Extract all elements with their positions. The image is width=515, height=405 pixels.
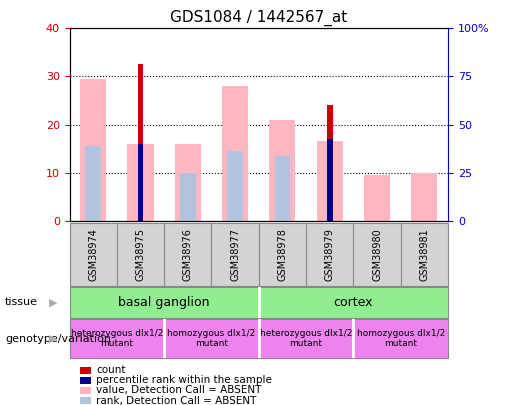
Bar — [259, 287, 448, 318]
Text: cortex: cortex — [334, 296, 373, 309]
Text: GSM38974: GSM38974 — [88, 228, 98, 281]
Text: count: count — [96, 365, 126, 375]
Bar — [259, 319, 353, 358]
Bar — [180, 173, 196, 221]
Bar — [411, 173, 437, 221]
Bar — [138, 64, 143, 221]
Text: GSM38977: GSM38977 — [230, 228, 240, 281]
Text: GSM38975: GSM38975 — [135, 228, 146, 281]
Bar — [80, 79, 106, 221]
Text: heterozygous dlx1/2
mutant: heterozygous dlx1/2 mutant — [71, 329, 163, 348]
Bar — [274, 156, 290, 221]
Bar — [364, 175, 390, 221]
Bar — [317, 141, 343, 221]
Bar — [128, 144, 153, 221]
Text: percentile rank within the sample: percentile rank within the sample — [96, 375, 272, 385]
Bar — [327, 105, 333, 221]
Text: GSM38981: GSM38981 — [419, 228, 430, 281]
Bar — [138, 144, 143, 221]
Bar — [353, 319, 448, 358]
Text: GSM38979: GSM38979 — [325, 228, 335, 281]
Text: GSM38976: GSM38976 — [183, 228, 193, 281]
Text: GSM38980: GSM38980 — [372, 228, 382, 281]
Text: tissue: tissue — [5, 297, 38, 307]
Text: ▶: ▶ — [49, 334, 58, 343]
Bar — [227, 151, 243, 221]
Text: value, Detection Call = ABSENT: value, Detection Call = ABSENT — [96, 386, 262, 395]
Bar — [85, 146, 101, 221]
Bar — [164, 319, 259, 358]
Bar — [222, 86, 248, 221]
Bar — [70, 319, 164, 358]
Bar — [269, 120, 296, 221]
Bar — [70, 287, 259, 318]
Bar — [327, 139, 333, 221]
Text: homozygous dlx1/2
mutant: homozygous dlx1/2 mutant — [167, 329, 255, 348]
Text: ▶: ▶ — [49, 297, 58, 307]
Text: basal ganglion: basal ganglion — [118, 296, 210, 309]
Text: heterozygous dlx1/2
mutant: heterozygous dlx1/2 mutant — [260, 329, 352, 348]
Text: GSM38978: GSM38978 — [278, 228, 287, 281]
Bar — [175, 144, 201, 221]
Title: GDS1084 / 1442567_at: GDS1084 / 1442567_at — [170, 9, 348, 26]
Text: homozygous dlx1/2
mutant: homozygous dlx1/2 mutant — [356, 329, 445, 348]
Text: rank, Detection Call = ABSENT: rank, Detection Call = ABSENT — [96, 396, 256, 405]
Text: genotype/variation: genotype/variation — [5, 334, 111, 343]
